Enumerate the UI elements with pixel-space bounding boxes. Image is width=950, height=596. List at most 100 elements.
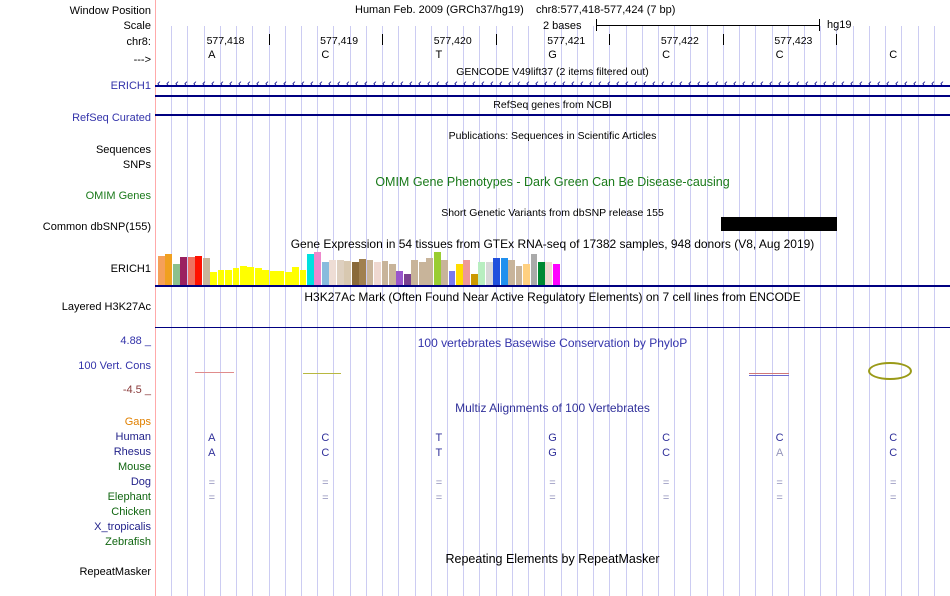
rmsk-center-title: Repeating Elements by RepeatMasker: [445, 552, 660, 566]
gtex-bar[interactable]: [210, 272, 218, 285]
sidebar-item-pubs-snps[interactable]: SNPs: [122, 159, 151, 171]
sidebar-item-dog[interactable]: Dog: [130, 476, 151, 488]
gtex-bar[interactable]: [269, 271, 277, 285]
gtex-bar[interactable]: [537, 262, 545, 285]
sidebar-item-x-tropicalis[interactable]: X_tropicalis: [94, 521, 151, 533]
strand-arrow-icon: ‹: [508, 78, 512, 90]
sidebar-item-elephant[interactable]: Elephant: [107, 491, 151, 503]
alignment-base-dog: =: [776, 477, 783, 489]
gtex-bar[interactable]: [336, 260, 344, 285]
gtex-bar[interactable]: [418, 262, 426, 285]
gtex-bar[interactable]: [232, 268, 240, 285]
sidebar-item-rhesus[interactable]: Rhesus: [113, 446, 151, 458]
strand-arrow-icon: ‹: [787, 78, 791, 90]
sidebar-item-refseq[interactable]: RefSeq Curated: [72, 112, 151, 124]
coordinate-label: 577,420: [433, 35, 472, 47]
gtex-bar[interactable]: [426, 258, 434, 285]
gtex-bar[interactable]: [493, 258, 501, 285]
gtex-bar[interactable]: [165, 254, 173, 285]
gtex-bar[interactable]: [374, 262, 381, 285]
gridline: [431, 26, 432, 596]
sidebar-item-phylop[interactable]: 100 Vert. Cons: [78, 360, 151, 372]
sidebar-item-zebrafish[interactable]: Zebrafish: [105, 536, 151, 548]
gtex-bar[interactable]: [180, 257, 188, 285]
gtex-bar[interactable]: [321, 262, 329, 285]
sidebar-item-repeatmasker[interactable]: RepeatMasker: [79, 566, 151, 578]
gtex-bar[interactable]: [239, 266, 247, 285]
sidebar-item-omim[interactable]: OMIM Genes: [85, 190, 151, 202]
gtex-bar[interactable]: [433, 252, 441, 285]
sidebar-item-pubs-sequences[interactable]: Sequences: [95, 144, 151, 156]
dbsnp-variant-feature[interactable]: [721, 217, 837, 231]
gtex-bar[interactable]: [225, 270, 232, 285]
gtex-bar[interactable]: [500, 258, 508, 285]
gtex-bar[interactable]: [359, 259, 367, 285]
strand-arrow-icon: ‹: [274, 78, 278, 90]
gtex-bar[interactable]: [217, 270, 225, 285]
gtex-bar[interactable]: [448, 271, 456, 285]
gtex-bar[interactable]: [463, 260, 471, 285]
gtex-bar[interactable]: [329, 260, 337, 285]
gtex-bar[interactable]: [366, 260, 374, 285]
sidebar-item-gaps[interactable]: Gaps: [124, 416, 151, 428]
gtex-bar[interactable]: [441, 260, 448, 285]
gtex-bar[interactable]: [411, 260, 419, 285]
gtex-bar[interactable]: [523, 264, 530, 285]
coordinate-label: 577,419: [320, 35, 359, 47]
gencode-strand-track[interactable]: ‹ ‹ ‹ ‹ ‹ ‹ ‹ ‹ ‹ ‹ ‹ ‹ ‹ ‹ ‹ ‹ ‹ ‹ ‹ ‹ ‹ ‹ ‹ ‹ ‹ ‹ ‹ ‹ ‹ ‹ ‹ ‹ ‹ ‹ ‹ ‹ ‹ ‹ ‹ ‹…: [155, 78, 950, 91]
gtex-bar[interactable]: [247, 267, 255, 285]
track-label-column: Window Position Scale chr8: ---> ERICH1 …: [0, 0, 155, 596]
sidebar-item-human[interactable]: Human: [115, 431, 151, 443]
gtex-bar[interactable]: [515, 266, 523, 285]
gtex-bar[interactable]: [307, 254, 314, 285]
strand-arrow-icon: ‹: [904, 78, 908, 90]
gtex-bar[interactable]: [388, 264, 396, 285]
gridline: [301, 26, 302, 596]
gtex-bar[interactable]: [195, 256, 203, 285]
assembly-short-label: hg19: [827, 19, 852, 31]
strand-arrow-icon: ‹: [778, 78, 782, 90]
gtex-bar[interactable]: [158, 256, 165, 285]
strand-arrow-icon: ‹: [679, 78, 683, 90]
gtex-bar[interactable]: [299, 270, 307, 285]
gtex-bar[interactable]: [284, 272, 292, 285]
gtex-bar[interactable]: [478, 262, 486, 285]
sidebar-item-chicken[interactable]: Chicken: [111, 506, 151, 518]
sidebar-item-h3k27ac[interactable]: Layered H3K27Ac: [61, 301, 151, 313]
gtex-bar[interactable]: [344, 261, 352, 285]
alignment-base-elephant: =: [549, 492, 556, 504]
scale-bar-cap-left: [596, 19, 597, 31]
gtex-bar[interactable]: [187, 257, 195, 285]
gtex-bar[interactable]: [292, 267, 299, 285]
gtex-bar[interactable]: [381, 261, 389, 285]
gridline: [366, 26, 367, 596]
scale-bar-label: 2 bases: [543, 20, 582, 32]
data-panel[interactable]: Human Feb. 2009 (GRCh37/hg19) chr8:577,4…: [155, 0, 950, 596]
strand-arrow-icon: ‹: [382, 78, 386, 90]
sidebar-item-gencode[interactable]: ERICH1: [110, 80, 151, 92]
gtex-bar[interactable]: [485, 262, 493, 285]
gtex-bar[interactable]: [456, 264, 463, 285]
gtex-bar[interactable]: [277, 271, 285, 285]
gtex-bar[interactable]: [508, 260, 516, 285]
gtex-bar[interactable]: [262, 270, 270, 285]
sidebar-item-gtex[interactable]: ERICH1: [110, 263, 151, 275]
gtex-bar[interactable]: [202, 258, 210, 285]
gtex-bar[interactable]: [314, 252, 322, 285]
alignment-base-human: C: [662, 432, 671, 444]
gtex-bar[interactable]: [545, 262, 553, 285]
gridline: [788, 26, 789, 596]
sidebar-item-dbsnp[interactable]: Common dbSNP(155): [42, 221, 151, 233]
gtex-bar[interactable]: [172, 264, 180, 285]
gtex-bar[interactable]: [351, 262, 359, 285]
h3k27ac-center-title: H3K27Ac Mark (Often Found Near Active Re…: [304, 290, 801, 304]
alignment-base-dog: =: [208, 477, 215, 489]
gtex-bar[interactable]: [530, 254, 538, 285]
gtex-bar[interactable]: [470, 274, 478, 285]
gtex-bar[interactable]: [552, 264, 560, 285]
sidebar-item-mouse[interactable]: Mouse: [117, 461, 151, 473]
gtex-bar[interactable]: [254, 268, 262, 285]
gtex-bar[interactable]: [403, 274, 411, 285]
gtex-bar[interactable]: [396, 271, 404, 285]
